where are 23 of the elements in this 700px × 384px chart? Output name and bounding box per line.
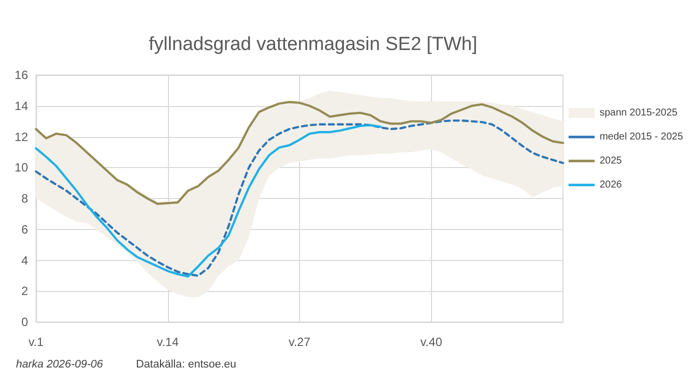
line-series: [34, 119, 564, 277]
line-series: [34, 124, 382, 278]
legend-label: 2025: [600, 156, 622, 166]
chart-title: fyllnadsgrad vattenmagasin SE2 [TWh]: [148, 34, 478, 55]
line-series: [34, 100, 564, 206]
y-tick-label: 4: [21, 253, 28, 268]
y-tick-label: 10: [14, 160, 28, 175]
y-tick-label: 2: [21, 284, 28, 298]
x-tick-label: v.14: [156, 335, 179, 349]
legend-label: medel 2015 - 2025: [600, 132, 684, 142]
legend-label: spann 2015-2025: [600, 108, 678, 118]
y-tick-label: 16: [14, 68, 28, 82]
y-tick-label: 6: [21, 222, 28, 236]
text: Datakälla: entsoe.eu: [136, 358, 236, 370]
legend-label: 2026: [600, 180, 622, 190]
y-tick-label: 12: [14, 130, 28, 144]
y-tick-label: 0: [21, 315, 28, 329]
x-tick-label: v.27: [288, 335, 311, 349]
y-tick-label: 8: [21, 192, 28, 206]
x-tick-label: v.1: [28, 335, 44, 349]
y-tick-label: 14: [14, 98, 28, 113]
x-tick-label: v.40: [420, 335, 442, 349]
text: harka 2026-09-06: [16, 358, 104, 370]
